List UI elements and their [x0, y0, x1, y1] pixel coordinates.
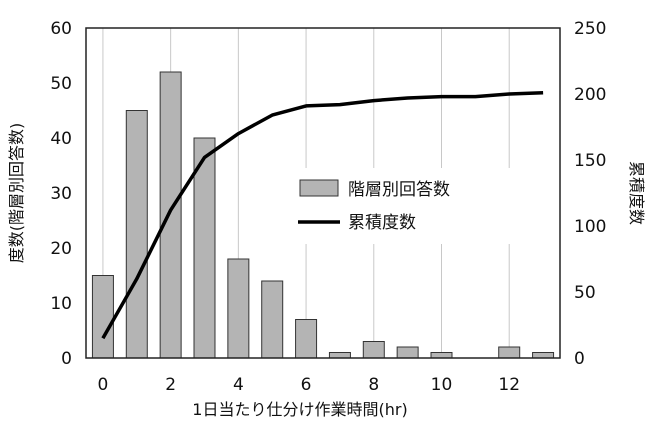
y-right-tick-label: 250 [574, 19, 606, 39]
plot-frame [85, 27, 561, 359]
x-tick-label: 6 [301, 375, 312, 395]
y-right-axis-title: 累積度数 [627, 161, 646, 225]
y-right-tick-label: 150 [574, 151, 606, 171]
cumulative-line [101, 90, 544, 340]
y-left-tick-label: 40 [50, 129, 72, 149]
legend: 階層別回答数 累積度数 [288, 168, 513, 244]
bar-series [91, 71, 555, 359]
y-left-tick-label: 30 [50, 184, 72, 204]
x-tick-label: 0 [98, 375, 109, 395]
x-axis-title: 1日当たり仕分け作業時間(hr) [192, 400, 407, 419]
x-tick-label: 12 [498, 375, 520, 395]
bar [159, 71, 182, 359]
y-left-tick-label: 60 [50, 19, 72, 39]
y-right-tick-label: 200 [574, 85, 606, 105]
bar [532, 352, 555, 359]
bar [396, 346, 419, 359]
line-series [101, 90, 544, 340]
bar [227, 258, 250, 359]
bar [498, 346, 521, 359]
bar [295, 319, 318, 359]
x-tick-label: 8 [368, 375, 379, 395]
y-left-tick-labels: 0 10 20 30 40 50 60 [50, 19, 72, 369]
y-left-tick-label: 20 [50, 239, 72, 259]
bar [430, 352, 453, 359]
x-tick-label: 4 [233, 375, 244, 395]
legend-label-bar: 階層別回答数 [348, 180, 450, 200]
y-right-tick-labels: 0 50 100 150 200 250 [574, 19, 606, 369]
legend-swatch-bar [299, 179, 339, 197]
bar [328, 352, 351, 359]
bar [91, 275, 114, 359]
y-right-tick-label: 100 [574, 217, 606, 237]
y-left-tick-label: 10 [50, 294, 72, 314]
y-right-tick-label: 0 [574, 349, 585, 369]
legend-label-line: 累積度数 [348, 213, 416, 233]
x-tick-label: 2 [165, 375, 176, 395]
bar [261, 280, 284, 359]
bar [125, 110, 148, 359]
y-right-tick-label: 50 [574, 283, 596, 303]
y-left-tick-label: 0 [61, 349, 72, 369]
bar [362, 341, 385, 359]
y-left-axis-title: 度数(階層別回答数) [7, 123, 26, 264]
x-tick-label: 10 [431, 375, 453, 395]
y-left-tick-label: 50 [50, 74, 72, 94]
x-tick-labels: 0 2 4 6 8 10 12 [98, 375, 521, 395]
